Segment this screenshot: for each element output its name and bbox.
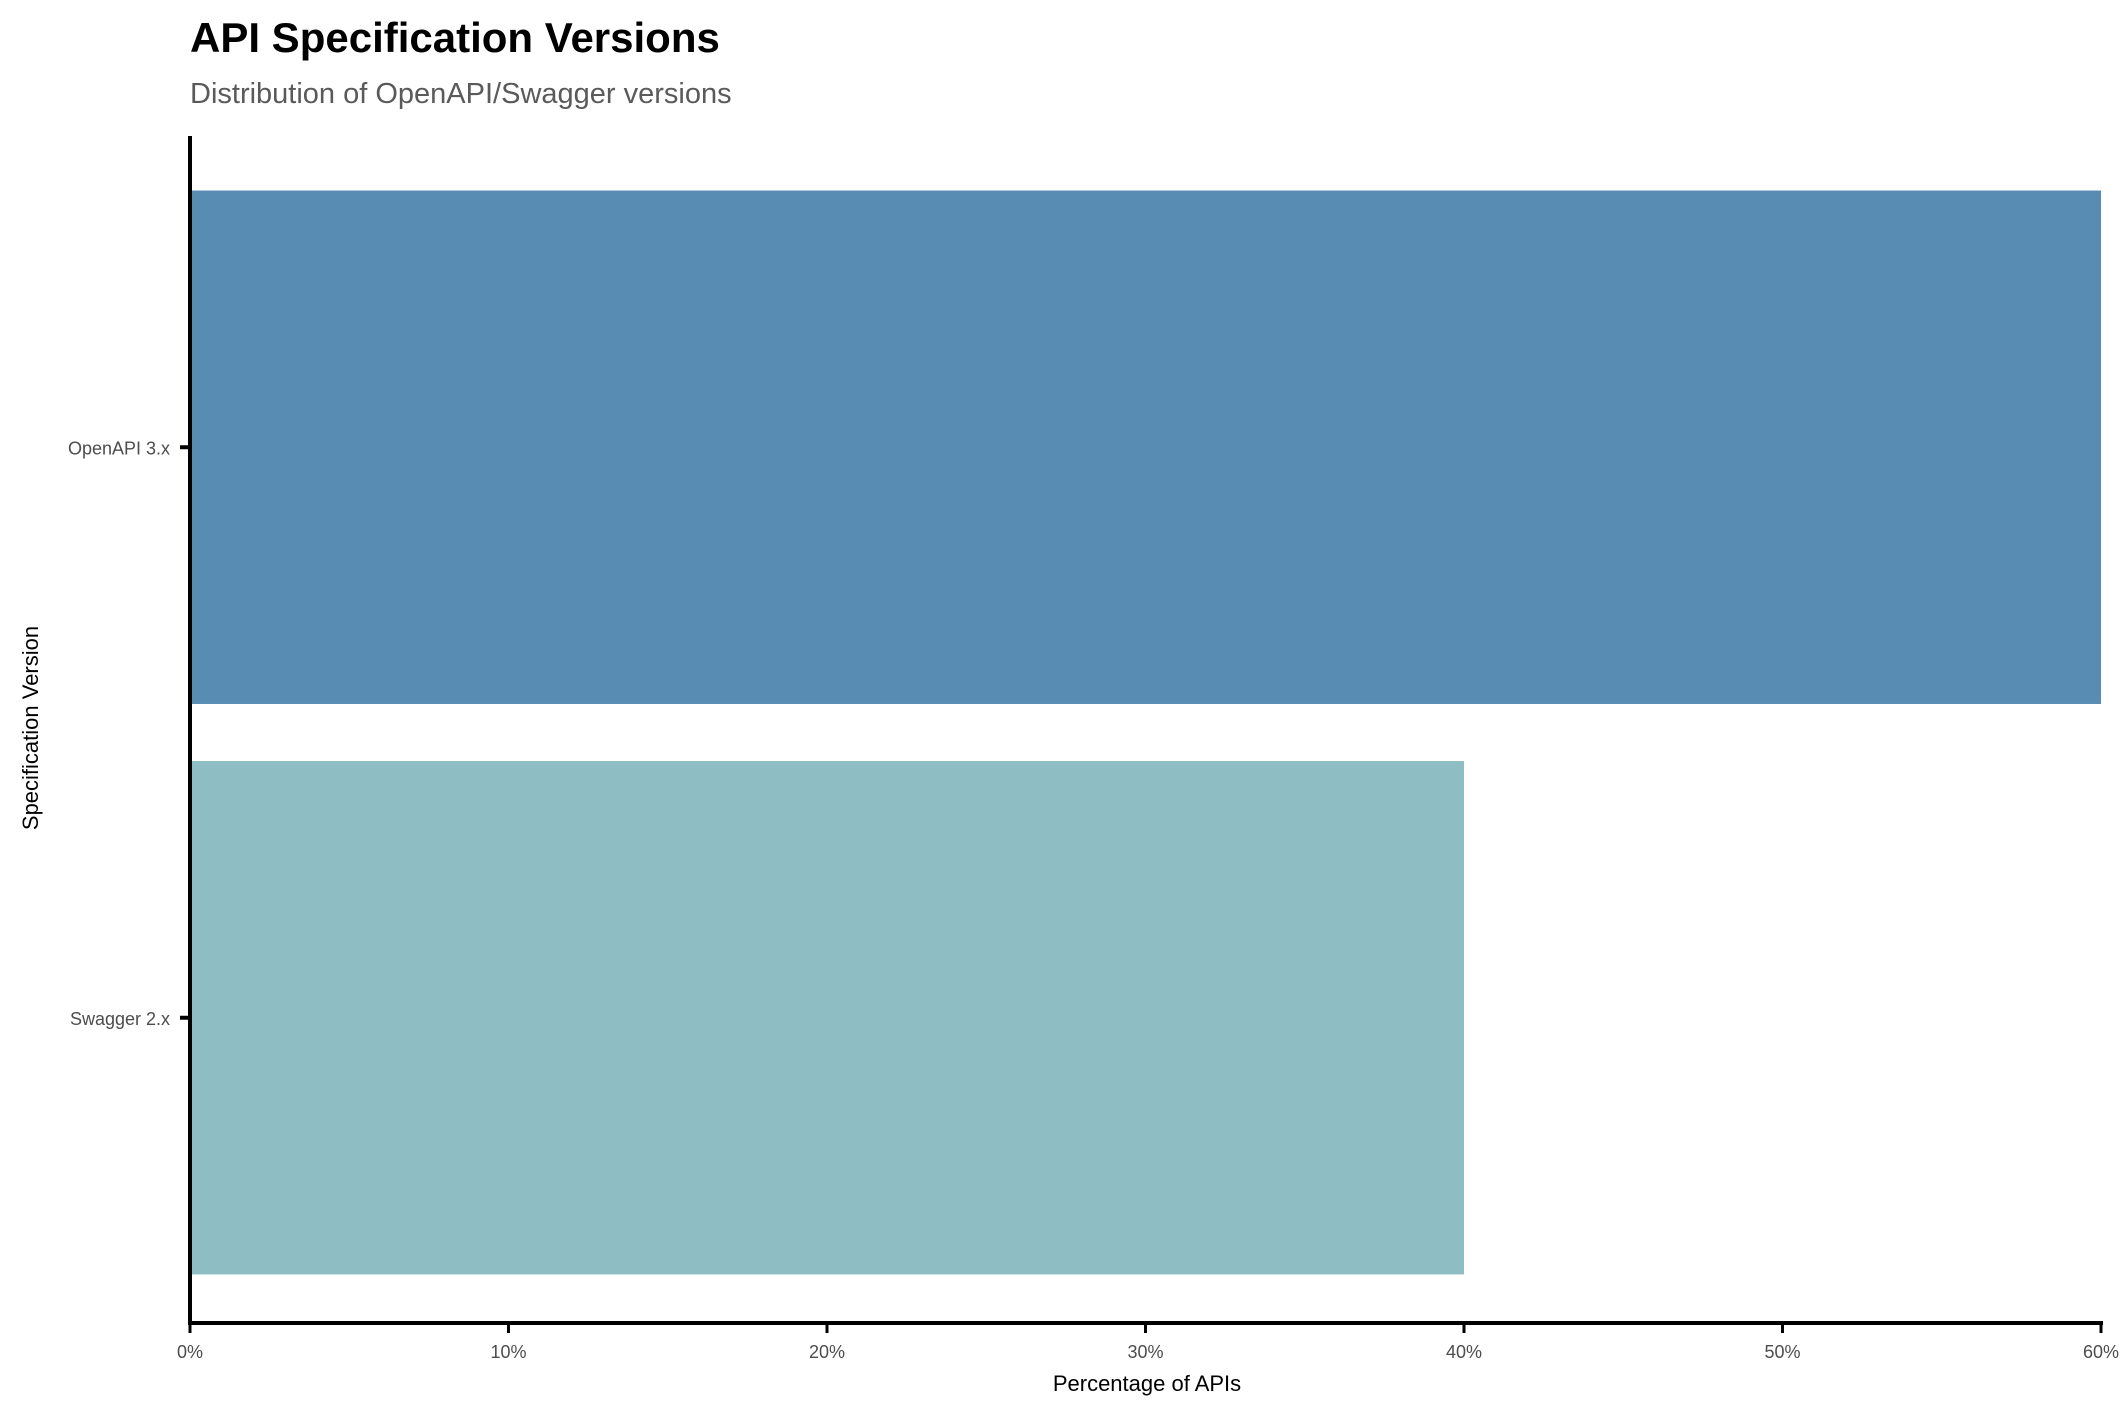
bar-openapi-3-x <box>190 190 2101 704</box>
y-tick-label-openapi-3-x: OpenAPI 3.x <box>68 438 170 458</box>
x-tick-label-10: 10% <box>490 1342 526 1362</box>
x-tick-label-20: 20% <box>809 1342 845 1362</box>
chart-subtitle: Distribution of OpenAPI/Swagger versions <box>190 78 732 110</box>
y-axis-title: Specification Version <box>18 626 43 830</box>
y-axis: OpenAPI 3.x Swagger 2.x <box>68 136 192 1325</box>
x-axis: 0% 10% 20% 30% 40% 50% 60% <box>177 1321 2119 1362</box>
x-tick-label-50: 50% <box>1764 1342 1800 1362</box>
chart-title: API Specification Versions <box>190 14 720 61</box>
bar-swagger-2-x <box>190 761 1464 1275</box>
x-tick-label-30: 30% <box>1127 1342 1163 1362</box>
x-ticks: 0% 10% 20% 30% 40% 50% 60% <box>177 1323 2119 1362</box>
y-tick-label-swagger-2-x: Swagger 2.x <box>70 1009 170 1029</box>
x-tick-label-60: 60% <box>2083 1342 2119 1362</box>
bars-layer <box>190 190 2101 1275</box>
y-ticks: OpenAPI 3.x Swagger 2.x <box>68 438 190 1029</box>
x-axis-title: Percentage of APIs <box>1053 1371 1241 1396</box>
x-tick-label-40: 40% <box>1446 1342 1482 1362</box>
x-tick-label-0: 0% <box>177 1342 203 1362</box>
